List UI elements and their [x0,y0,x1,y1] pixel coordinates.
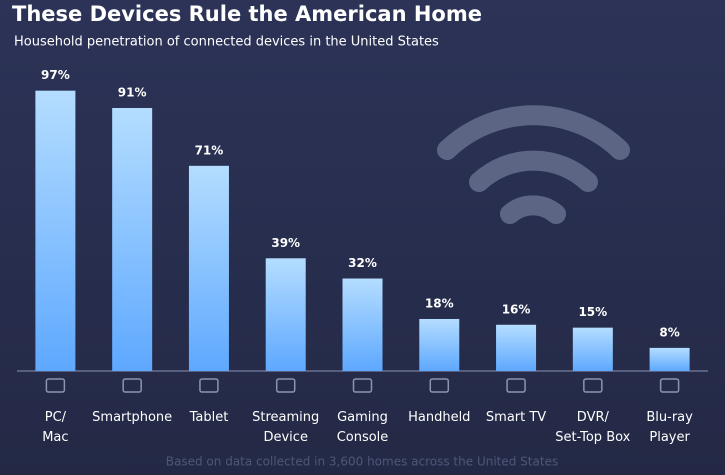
wifi-icon [437,105,630,224]
x-tick-label: Blu-ray Player [646,410,693,445]
bar [572,327,613,371]
bar [265,258,306,371]
x-tick-label: Smart TV [486,410,546,425]
bar [112,108,153,371]
footnote: Based on data collected in 3,600 homes a… [166,455,558,469]
value-label: 39% [271,236,300,250]
category-icon [275,378,296,393]
value-label: 16% [502,302,531,316]
category-icon [122,378,142,393]
value-label: 18% [425,296,454,310]
bar [496,324,537,371]
bar [649,347,690,371]
x-tick-label: PC/Mac [42,410,68,445]
value-label: 8% [659,325,679,339]
x-tick-label: Gaming Console [337,410,389,445]
x-tick-label: Tablet [189,410,229,425]
value-label: 32% [348,256,377,270]
x-tick-label: DVR/Set-Top Box [555,410,630,445]
value-label: 97% [41,68,70,82]
bar [35,90,76,372]
category-icon [45,378,66,393]
x-tick-label: Streaming Device [252,410,319,445]
category-icon [506,378,526,393]
bar [342,278,383,371]
bar [188,165,229,371]
category-icon [199,378,219,393]
bar [419,318,460,371]
value-label: 71% [195,143,224,157]
category-icon [429,378,450,393]
category-icon [352,378,373,393]
category-icon [659,378,680,393]
value-label: 91% [118,86,147,100]
chart-title: These Devices Rule the American Home [12,2,482,26]
x-tick-label: Smartphone [92,410,172,425]
value-label: 15% [578,305,607,319]
chart-subtitle: Household penetration of connected devic… [14,35,439,50]
category-icon [583,378,603,393]
x-tick-label: Handheld [408,410,470,425]
